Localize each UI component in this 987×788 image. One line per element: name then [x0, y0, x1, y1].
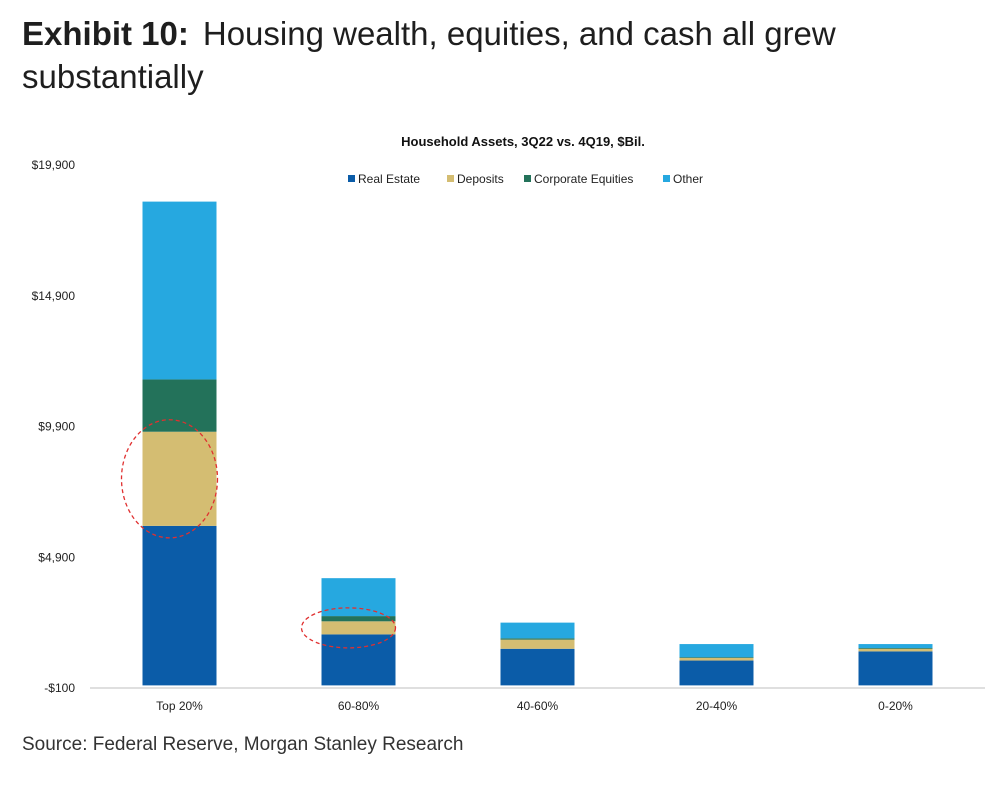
bar-segment-corporate-equities	[321, 616, 396, 622]
bar-segment-deposits	[142, 431, 217, 526]
legend-label-0: Real Estate	[358, 172, 420, 186]
bar-segment-real-estate	[500, 648, 575, 686]
y-tick-label: $4,900	[38, 550, 75, 564]
y-tick-label: $14,900	[32, 289, 76, 303]
y-tick-label: $19,900	[32, 158, 76, 172]
x-tick-label: 60-80%	[338, 699, 380, 713]
bar-segment-deposits	[858, 648, 933, 652]
bar-segment-corporate-equities	[500, 638, 575, 640]
legend-swatch-2	[524, 175, 531, 182]
chart-title: Household Assets, 3Q22 vs. 4Q19, $Bil.	[401, 134, 645, 149]
legend-swatch-0	[348, 175, 355, 182]
legend-swatch-1	[447, 175, 454, 182]
legend-swatch-3	[663, 175, 670, 182]
exhibit-headline: Exhibit 10: Housing wealth, equities, and…	[22, 12, 962, 98]
highlight-circle	[300, 607, 397, 649]
bar-segment-other	[321, 578, 396, 617]
x-tick-label: Top 20%	[156, 699, 203, 713]
bar-segment-other	[858, 644, 933, 648]
bar-segment-deposits	[321, 621, 396, 635]
bar-segment-other	[142, 201, 217, 380]
legend-label-3: Other	[673, 172, 703, 186]
bar-segment-real-estate	[858, 651, 933, 686]
x-tick-label: 40-60%	[517, 699, 559, 713]
x-tick-label: 0-20%	[878, 699, 913, 713]
bar-segment-other	[679, 644, 754, 658]
x-tick-label: 20-40%	[696, 699, 738, 713]
legend-label-1: Deposits	[457, 172, 504, 186]
bar-segment-deposits	[679, 657, 754, 661]
y-tick-label: -$100	[44, 681, 75, 695]
bar-segment-corporate-equities	[679, 657, 754, 658]
legend-label-2: Corporate Equities	[534, 172, 633, 186]
bar-segment-corporate-equities	[858, 647, 933, 649]
bar-segment-other	[500, 622, 575, 639]
exhibit-title: Housing wealth, equities, and cash all g…	[22, 15, 836, 95]
bar-segment-deposits	[500, 639, 575, 649]
bar-segment-real-estate	[679, 660, 754, 686]
source-note: Source: Federal Reserve, Morgan Stanley …	[22, 734, 464, 755]
y-tick-label: $9,900	[38, 420, 75, 434]
bar-segment-real-estate	[142, 525, 217, 686]
bar-segment-real-estate	[321, 634, 396, 686]
exhibit-label: Exhibit 10:	[22, 15, 189, 52]
bar-segment-corporate-equities	[142, 379, 217, 432]
highlight-circle	[120, 419, 219, 539]
